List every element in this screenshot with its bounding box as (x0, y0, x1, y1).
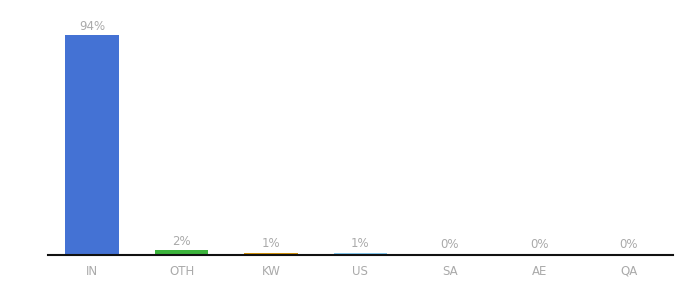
Bar (602, 254, 656, 255)
Text: 94%: 94% (80, 20, 105, 33)
Bar (244, 253, 298, 255)
Text: 1%: 1% (262, 237, 280, 250)
Text: 1%: 1% (351, 237, 370, 250)
Text: 0%: 0% (530, 238, 548, 251)
Bar (334, 253, 387, 255)
Text: 0%: 0% (441, 238, 459, 251)
Bar (512, 254, 566, 255)
Text: 2%: 2% (172, 235, 191, 248)
Text: 0%: 0% (619, 238, 638, 251)
Bar (423, 254, 477, 255)
Bar (155, 250, 209, 255)
Bar (65, 35, 119, 255)
